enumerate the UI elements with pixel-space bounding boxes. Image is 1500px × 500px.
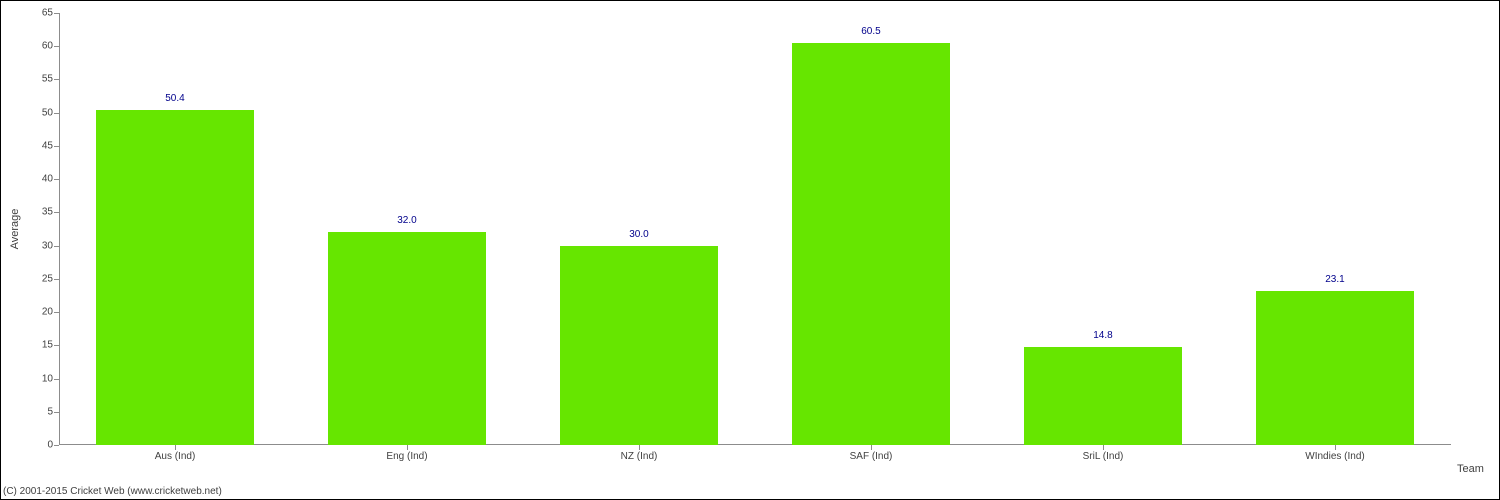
bar: 60.5 (792, 43, 950, 445)
y-tick-mark (54, 412, 59, 413)
y-tick-mark (54, 13, 59, 14)
bar: 23.1 (1256, 291, 1414, 445)
x-tick-mark (1335, 445, 1336, 450)
x-tick-mark (639, 445, 640, 450)
chart-container: 0 5 10 15 20 25 30 35 40 45 50 55 60 65 Aus (Ind) 50.4 E… (0, 0, 1500, 500)
y-tick-label: 65 (42, 8, 53, 19)
bar-value-label: 30.0 (629, 229, 648, 240)
y-tick-label: 50 (42, 107, 53, 118)
y-tick-mark (54, 46, 59, 47)
bar: 30.0 (560, 246, 718, 445)
y-tick-mark (54, 246, 59, 247)
bar-value-label: 60.5 (861, 26, 880, 37)
plot-area: 05101520253035404550556065Aus (Ind)50.4E… (59, 13, 1451, 445)
y-tick-mark (54, 312, 59, 313)
x-tick-label: Eng (Ind) (386, 451, 427, 462)
x-tick-label: Aus (Ind) (155, 451, 196, 462)
x-axis-line (59, 444, 1451, 445)
x-tick-label: WIndies (Ind) (1305, 451, 1364, 462)
y-tick-mark (54, 179, 59, 180)
x-tick-mark (407, 445, 408, 450)
y-tick-label: 10 (42, 373, 53, 384)
y-tick-mark (54, 279, 59, 280)
y-tick-label: 55 (42, 74, 53, 85)
y-tick-label: 25 (42, 273, 53, 284)
y-tick-label: 20 (42, 307, 53, 318)
bar-value-label: 32.0 (397, 215, 416, 226)
x-tick-label: SriL (Ind) (1083, 451, 1124, 462)
y-tick-mark (54, 146, 59, 147)
bar: 50.4 (96, 110, 254, 445)
y-axis-title: Average (9, 209, 21, 250)
y-tick-mark (54, 379, 59, 380)
bar-value-label: 23.1 (1325, 274, 1344, 285)
y-tick-mark (54, 79, 59, 80)
copyright-text: (C) 2001-2015 Cricket Web (www.cricketwe… (3, 486, 222, 497)
y-tick-label: 15 (42, 340, 53, 351)
bar: 14.8 (1024, 347, 1182, 445)
bar-value-label: 50.4 (165, 93, 184, 104)
y-tick-label: 35 (42, 207, 53, 218)
y-tick-mark (54, 212, 59, 213)
y-tick-mark (54, 445, 59, 446)
y-tick-label: 0 (47, 440, 53, 451)
x-tick-label: NZ (Ind) (621, 451, 658, 462)
y-tick-label: 30 (42, 240, 53, 251)
y-axis-line (59, 13, 60, 445)
bar: 32.0 (328, 232, 486, 445)
y-tick-mark (54, 113, 59, 114)
x-axis-title: Team (1457, 463, 1484, 475)
y-tick-label: 45 (42, 140, 53, 151)
bar-value-label: 14.8 (1093, 330, 1112, 341)
y-tick-label: 40 (42, 174, 53, 185)
y-tick-label: 60 (42, 41, 53, 52)
x-tick-mark (1103, 445, 1104, 450)
x-tick-mark (871, 445, 872, 450)
x-tick-mark (175, 445, 176, 450)
y-tick-mark (54, 345, 59, 346)
y-tick-label: 5 (47, 406, 53, 417)
x-tick-label: SAF (Ind) (850, 451, 893, 462)
